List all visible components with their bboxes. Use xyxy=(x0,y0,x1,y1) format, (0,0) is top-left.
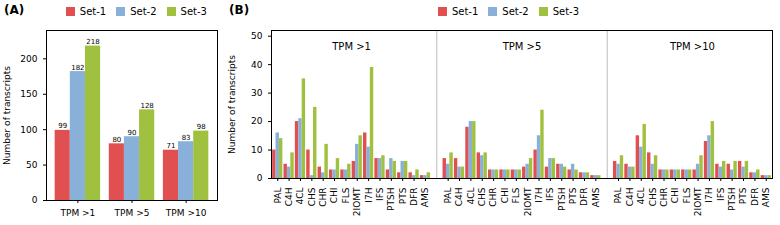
svg-text:PAL: PAL xyxy=(613,188,623,204)
svg-text:CHS: CHS xyxy=(307,187,317,206)
svg-text:40: 40 xyxy=(251,60,263,70)
svg-text:CHS: CHS xyxy=(477,187,487,206)
svg-text:218: 218 xyxy=(86,38,99,46)
html-text:(A): (A) xyxy=(4,3,25,17)
svg-text:TPM >1: TPM >1 xyxy=(331,41,371,52)
svg-text:4CL: 4CL xyxy=(636,188,646,205)
svg-text:I7H: I7H xyxy=(704,188,714,203)
html-text:Set-3: Set-3 xyxy=(180,5,207,17)
svg-text:98: 98 xyxy=(197,123,206,131)
svg-text:2IOMT: 2IOMT xyxy=(352,187,362,216)
svg-text:DFR: DFR xyxy=(750,188,760,206)
svg-text:PTSH: PTSH xyxy=(386,188,396,211)
svg-text:CHR: CHR xyxy=(659,188,669,207)
html-text:Set-3: Set-3 xyxy=(552,5,580,17)
svg-text:PTSH: PTSH xyxy=(557,188,567,211)
svg-text:C4H: C4H xyxy=(284,188,294,207)
svg-text:FLS: FLS xyxy=(511,187,521,203)
svg-text:PTS: PTS xyxy=(568,187,578,204)
svg-text:71: 71 xyxy=(167,142,176,150)
svg-text:I7H: I7H xyxy=(534,188,544,203)
svg-text:C4H: C4H xyxy=(625,188,635,207)
svg-text:AMS: AMS xyxy=(591,187,601,207)
svg-text:DFR: DFR xyxy=(409,188,419,206)
svg-text:PAL: PAL xyxy=(443,188,453,204)
svg-text:CHR: CHR xyxy=(318,188,328,207)
svg-text:CHI: CHI xyxy=(670,188,680,204)
svg-text:IFS: IFS xyxy=(545,187,555,201)
svg-text:50: 50 xyxy=(251,31,263,41)
svg-text:99: 99 xyxy=(58,122,67,130)
svg-text:CHR: CHR xyxy=(488,188,498,207)
html-text:Set-2: Set-2 xyxy=(130,5,157,17)
svg-text:PAL: PAL xyxy=(273,188,283,204)
svg-text:C4H: C4H xyxy=(454,188,464,207)
svg-text:4CL: 4CL xyxy=(295,188,305,205)
svg-text:IFS: IFS xyxy=(716,187,726,201)
svg-text:128: 128 xyxy=(140,102,153,110)
svg-text:83: 83 xyxy=(182,134,191,142)
svg-text:200: 200 xyxy=(20,54,37,64)
svg-text:100: 100 xyxy=(20,125,37,135)
html-text:Set-2: Set-2 xyxy=(502,5,529,17)
svg-text:CHI: CHI xyxy=(500,188,510,204)
svg-text:0: 0 xyxy=(257,173,263,183)
html-text:(B): (B) xyxy=(229,3,250,17)
svg-text:AMS: AMS xyxy=(761,187,771,207)
svg-text:AMS: AMS xyxy=(420,187,430,207)
svg-text:TPM >10: TPM >10 xyxy=(165,208,207,218)
svg-text:Number of transcripts: Number of transcripts xyxy=(227,55,237,154)
svg-text:PTS: PTS xyxy=(738,187,748,204)
svg-text:FLS: FLS xyxy=(341,187,351,203)
svg-text:DFR: DFR xyxy=(579,188,589,206)
svg-text:CHI: CHI xyxy=(329,188,339,204)
svg-text:182: 182 xyxy=(71,64,84,72)
svg-text:2IOMT: 2IOMT xyxy=(693,187,703,216)
svg-text:IFS: IFS xyxy=(375,187,385,201)
svg-text:TPM >5: TPM >5 xyxy=(114,208,150,218)
html-text:Set-1: Set-1 xyxy=(79,5,107,17)
svg-text:50: 50 xyxy=(26,160,38,170)
html-text:Set-1: Set-1 xyxy=(451,5,479,17)
svg-text:PTSH: PTSH xyxy=(727,188,737,211)
svg-text:4CL: 4CL xyxy=(466,188,476,205)
svg-text:20: 20 xyxy=(251,116,263,126)
svg-text:PTS: PTS xyxy=(398,187,408,204)
svg-text:TPM >10: TPM >10 xyxy=(669,41,715,52)
svg-text:30: 30 xyxy=(251,88,263,98)
svg-text:10: 10 xyxy=(251,145,263,155)
svg-text:TPM >1: TPM >1 xyxy=(59,208,95,218)
svg-text:Number of transcripts: Number of transcripts xyxy=(2,66,12,165)
svg-text:I7H: I7H xyxy=(364,188,374,203)
svg-text:2IOMT: 2IOMT xyxy=(523,187,533,216)
svg-text:80: 80 xyxy=(112,136,121,144)
svg-text:150: 150 xyxy=(20,89,37,99)
svg-text:90: 90 xyxy=(128,129,137,137)
svg-text:0: 0 xyxy=(32,195,38,205)
svg-text:CHS: CHS xyxy=(648,187,658,206)
svg-text:FLS: FLS xyxy=(682,187,692,203)
svg-text:TPM >5: TPM >5 xyxy=(502,41,542,52)
